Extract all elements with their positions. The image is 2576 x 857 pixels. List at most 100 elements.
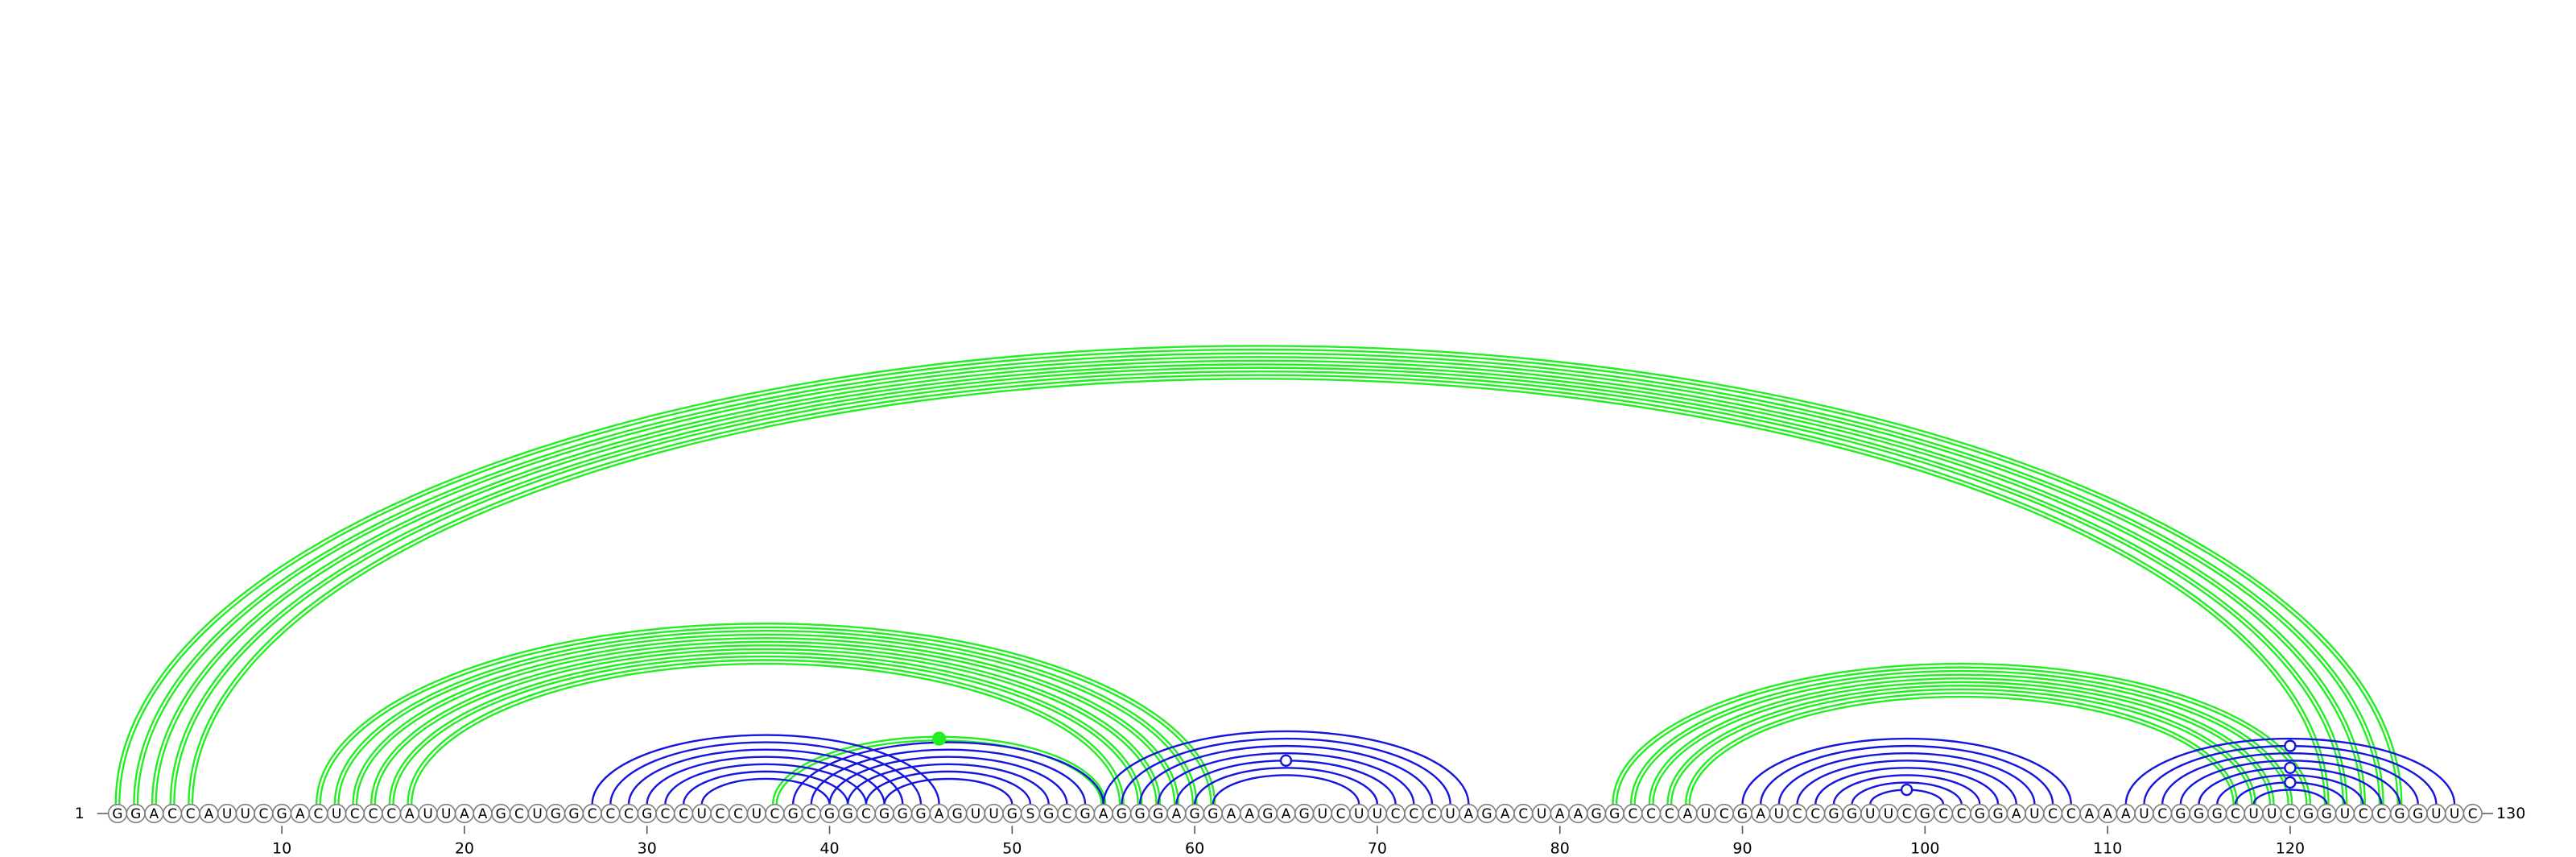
blue-pair-arc [1212,774,1360,805]
nucleotide-letter: C [350,806,360,822]
nucleotide-circle [2462,803,2483,824]
nucleotide-letter: A [2103,806,2112,822]
blue-pair-arc [591,734,940,805]
nucleotide-letter: U [332,806,341,822]
nucleotide-letter: C [2285,806,2295,822]
nucleotide-letter: C [1719,806,1729,822]
nucleotide-letter: G [1043,806,1054,822]
nucleotide-letter: G [2322,806,2332,822]
nucleotide-letter: C [1665,806,1674,822]
green-pair-arc-inner [336,631,1196,805]
green-pair-arc-inner [153,361,2364,805]
nucleotide-letter: A [1282,806,1291,822]
green-pair-arc-inner [171,368,2347,805]
sequence-start-label: 1 [75,805,85,822]
nucleotide-letter: C [1518,806,1528,822]
nucleotide-letter: U [2450,806,2459,822]
nucleotide-letter: U [2029,806,2039,822]
nucleotide-letter: G [2175,806,2186,822]
nucleotide-letter: A [150,806,159,822]
nucleotide-letter: C [2376,806,2386,822]
nucleotide-letter: G [1992,806,2003,822]
nucleotide-letter: C [807,806,816,822]
nucleotide-letter: G [1080,806,1090,822]
blue-pair-arc [865,770,1032,805]
blue-pair-arc [700,777,831,805]
nucleotide-letter: C [770,806,780,822]
nucleotide-letter: U [532,806,542,822]
blue-pair-arc [810,748,1087,805]
nucleotide-letter: C [733,806,743,822]
nucleotide-letter: G [879,806,890,822]
position-ticks: 10 20 30 40 50 60 70 80 90 100 110 120 [272,826,2305,857]
blue-pair-arc [1851,781,1963,805]
green-pair-arc-inner [1632,672,2292,805]
nucleotide-letter: C [679,806,688,822]
nucleotide-letter: A [1172,806,1182,822]
blue-pair-arc [1760,744,2054,805]
nucleotide-letter: U [2139,806,2149,822]
nucleotide-letter: G [1828,806,1839,822]
nucleotide-letter: U [222,806,232,822]
nucleotide-letter: A [1227,806,1236,822]
nucleotide-letter: C [2048,806,2058,822]
blue-pair-arc [2252,789,2328,805]
blue-pair-arc [883,777,1013,805]
nucleotide-letter: G [1134,806,1145,822]
nucleotide-letter: U [441,806,451,822]
nucleotide-letter: A [405,806,415,822]
tick-label: 120 [2276,839,2305,857]
nucleotide-letter: U [971,806,980,822]
blue-pair-arc [682,770,849,805]
nucleotide-letter: C [2066,806,2076,822]
blue-pair-arc [646,756,886,805]
nucleotide-letter: C [861,806,871,822]
filled-pair-marker [931,731,947,746]
nucleotide-letter: U [2248,806,2258,822]
blue-pair-arc [1193,767,1379,805]
blue-pair-arc [1796,760,2017,805]
nucleotide-letter: G [1262,806,1273,822]
nucleotide-letter: U [2431,806,2441,822]
green-pair-arc-inner [390,653,1141,805]
tick-label: 80 [1550,839,1570,857]
tick-label: 60 [1185,839,1204,857]
nucleotide-letter: C [660,806,670,822]
nucleotide-letter: C [2468,806,2478,822]
blue-pair-arc [1832,774,1981,805]
nucleotide-letter: G [1609,806,1620,822]
nucleotide-letter: U [1865,806,1875,822]
blue-pair-arc [664,763,868,805]
tick-label: 90 [1732,839,1752,857]
nucleotide-letter: G [1153,806,1163,822]
nucleotide-letter: G [2394,806,2405,822]
nucleotide-letter: C [514,806,524,822]
blue-arcs-layer [591,730,2456,805]
nucleotide-letter: U [1537,806,1546,822]
nucleotide-letter: G [1591,806,1601,822]
nucleotide-letter: C [1427,806,1437,822]
pair-markers-layer [931,731,2297,797]
nucleotide-letter: U [1701,806,1711,822]
blue-pair-arc [609,741,923,805]
nucleotide-letter: G [915,806,926,822]
nucleotide-letter: U [1354,806,1364,822]
green-pair-arc-inner [317,624,1214,805]
nucleotide-letter: G [130,806,141,822]
nucleotide-letter: A [1463,806,1473,822]
nucleotide-letter: C [1409,806,1418,822]
nucleotide-letter: U [697,806,707,822]
nucleotide-letter: S [1026,806,1035,822]
green-pair-arc-inner [372,646,1159,805]
nucleotide-letter: G [1847,806,1857,822]
nucleotide-letter: A [1683,806,1693,822]
nucleotide-letter: G [1481,806,1492,822]
blue-pair-arc [828,756,1068,805]
blue-pair-arc [1741,737,2072,805]
nucleotide-letter: U [241,806,250,822]
nucleotide-letter: G [843,806,853,822]
nucleotide-letter: A [2012,806,2021,822]
blue-pair-arc [2179,760,2401,805]
